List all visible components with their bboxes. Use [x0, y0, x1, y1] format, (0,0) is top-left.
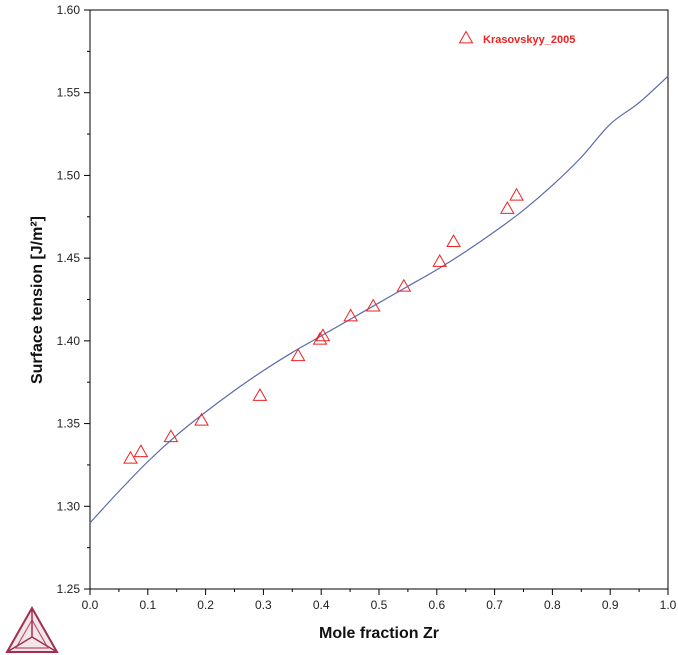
- x-tick-label: 0.5: [371, 598, 388, 612]
- legend-label: Krasovskyy_2005: [483, 34, 575, 46]
- x-tick-label: 0.3: [255, 598, 272, 612]
- x-tick-label: 0.1: [139, 598, 156, 612]
- y-axis: 1.25 1.30 1.35 1.40 1.45 1.50 1.55 1.60: [57, 3, 90, 596]
- x-tick-label: 0.6: [428, 598, 445, 612]
- y-tick-label: 1.30: [57, 499, 81, 513]
- y-tick-label: 1.40: [57, 334, 81, 348]
- x-tick-label: 0.0: [82, 598, 99, 612]
- x-tick-label: 0.2: [197, 598, 214, 612]
- y-tick-label: 1.45: [57, 251, 81, 265]
- x-axis-title: Mole fraction Zr: [319, 625, 439, 642]
- x-tick-label: 0.9: [602, 598, 619, 612]
- y-tick-label: 1.55: [57, 86, 81, 100]
- y-tick-label: 1.25: [57, 582, 81, 596]
- x-tick-label: 0.8: [544, 598, 561, 612]
- x-tick-label: 0.7: [486, 598, 503, 612]
- y-tick-label: 1.35: [57, 417, 81, 431]
- thermo-calc-logo-icon: [7, 608, 57, 652]
- x-tick-label: 0.4: [313, 598, 330, 612]
- y-tick-label: 1.50: [57, 168, 81, 182]
- plot-area: [90, 10, 668, 589]
- x-axis: 0.0 0.1 0.2 0.3 0.4 0.5 0.6 0.7 0.8 0.9 1.0: [82, 589, 677, 612]
- y-axis-title: Surface tension [J/m²]: [29, 216, 46, 384]
- y-tick-label: 1.60: [57, 3, 81, 17]
- x-tick-label: 1.0: [660, 598, 677, 612]
